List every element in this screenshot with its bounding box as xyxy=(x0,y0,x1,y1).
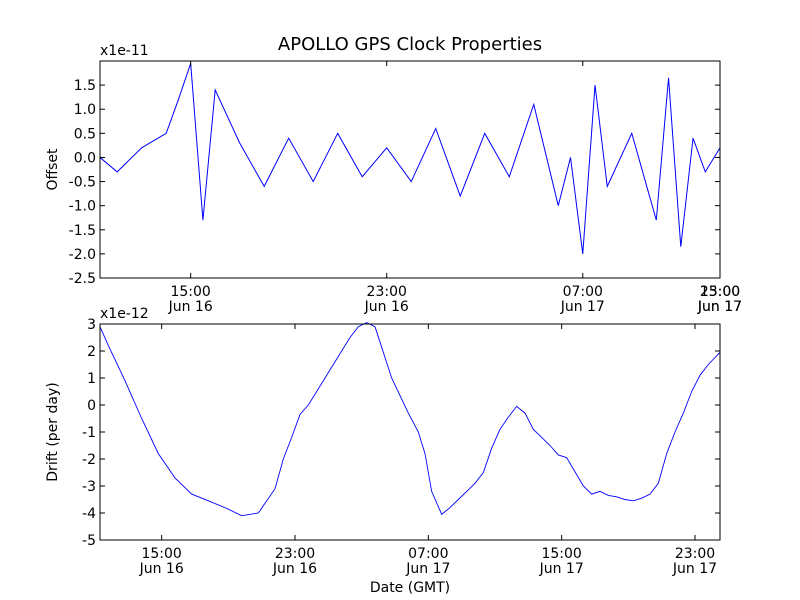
drift-ylabel: Drift (per day) xyxy=(45,382,61,481)
drift-ytick-label: -5 xyxy=(82,533,96,549)
offset-xtick-label-date: Jun 16 xyxy=(168,299,213,315)
drift-xtick-label-date: Jun 17 xyxy=(672,561,717,577)
offset-ytick-label: -1.5 xyxy=(69,223,96,239)
drift-ytick-label: -4 xyxy=(82,506,96,522)
offset-ytick-label: 0.0 xyxy=(74,150,96,166)
offset-xtick-label-time: 23:00 xyxy=(367,284,407,300)
drift-xtick-label-time: 23:00 xyxy=(275,546,315,562)
offset-xtick-label-date: Jun 17 xyxy=(697,299,742,315)
offset-series-line xyxy=(99,63,721,254)
offset-xtick-label-date: Jun 17 xyxy=(697,299,742,315)
drift-ytick-label: 0 xyxy=(87,398,96,414)
offset-ytick-label: -2.5 xyxy=(69,271,96,287)
drift-xtick-label-time: 23:00 xyxy=(675,546,715,562)
drift-xtick-label-date: Jun 16 xyxy=(272,561,317,577)
drift-xlabel: Date (GMT) xyxy=(370,580,450,596)
offset-xtick-label-date: Jun 17 xyxy=(560,299,605,315)
drift-xtick-label-date: Jun 17 xyxy=(539,561,584,577)
offset-xtick-label-time: 23:00 xyxy=(700,284,740,300)
offset-panel: -2.5-2.0-1.5-1.0-0.50.00.51.01.515:00Jun… xyxy=(45,43,742,315)
figure-title: APOLLO GPS Clock Properties xyxy=(278,34,542,55)
offset-ytick-label: 1.0 xyxy=(74,102,96,118)
offset-ytick-label: -2.0 xyxy=(69,247,96,263)
offset-xtick-label-time: 15:00 xyxy=(700,284,740,300)
drift-ytick-label: 2 xyxy=(87,344,96,360)
drift-xtick-label-date: Jun 16 xyxy=(139,561,184,577)
drift-xtick-label-time: 15:00 xyxy=(141,546,181,562)
offset-xtick-label-date: Jun 16 xyxy=(364,299,409,315)
drift-ytick-label: -1 xyxy=(82,425,96,441)
offset-xtick-label-time: 15:00 xyxy=(170,284,210,300)
offset-plot-frame xyxy=(99,60,721,279)
offset-ytick-label: 0.5 xyxy=(74,126,96,142)
drift-ytick-label: 1 xyxy=(87,371,96,387)
drift-xtick-label-date: Jun 17 xyxy=(405,561,450,577)
drift-xtick-label-time: 07:00 xyxy=(408,546,448,562)
offset-ytick-label: -1.0 xyxy=(69,199,96,215)
drift-scale-label: x1e-12 xyxy=(100,306,149,322)
drift-xtick-label-time: 15:00 xyxy=(541,546,581,562)
drift-ytick-label: 3 xyxy=(87,317,96,333)
offset-ytick-label: 1.5 xyxy=(74,78,96,94)
offset-xtick-label-time: 07:00 xyxy=(563,284,603,300)
offset-ylabel: Offset xyxy=(45,148,61,191)
drift-ytick-label: -3 xyxy=(82,479,96,495)
drift-ytick-label: -2 xyxy=(82,452,96,468)
offset-scale-label: x1e-11 xyxy=(100,43,149,59)
offset-ytick-label: -0.5 xyxy=(69,175,96,191)
drift-series-line xyxy=(99,322,721,517)
